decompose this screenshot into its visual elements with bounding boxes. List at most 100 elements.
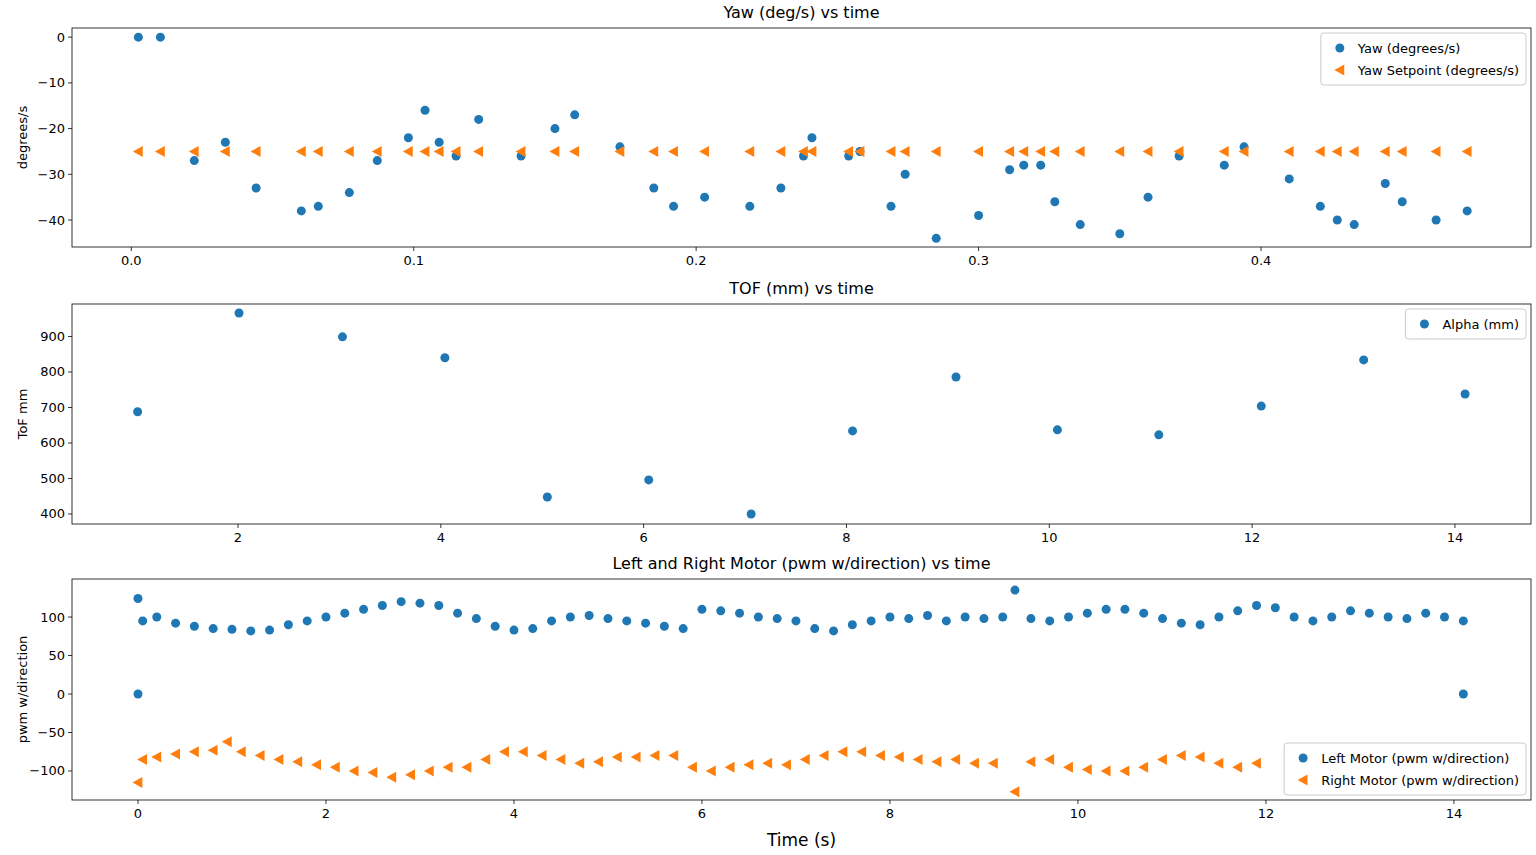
point [622,616,631,625]
point [1115,229,1124,238]
point [913,754,923,765]
x-tick [513,800,514,804]
y-axis-label: degrees/s [15,106,30,170]
point [745,202,754,211]
point [735,609,744,618]
x-tick-label: 0.2 [686,253,707,268]
point [397,597,406,606]
point [138,616,147,625]
y-tick [68,770,72,771]
y-tick [68,371,72,372]
point [1332,146,1342,157]
title: TOF (mm) vs time [728,279,873,298]
plot-area [133,309,1469,519]
point [1019,161,1028,170]
point [1333,216,1342,225]
y-tick [68,513,72,514]
x-tick [701,800,702,804]
point [303,616,312,625]
point [1365,609,1374,618]
point [472,614,481,623]
point [1139,609,1148,618]
title: Left and Right Motor (pwm w/direction) v… [612,554,990,573]
legend: Alpha (mm) [1405,309,1526,339]
point [1036,161,1045,170]
point [311,759,321,770]
point [961,613,970,622]
point [227,625,236,634]
point [220,146,230,157]
point [246,626,255,635]
point [537,750,547,761]
point [170,749,180,760]
x-tick [1265,800,1266,804]
legend-marker [1299,754,1308,763]
point [974,211,983,220]
point [744,146,754,157]
point [134,33,143,42]
y-tick [68,478,72,479]
point [1359,355,1368,364]
point [1026,614,1035,623]
point [132,777,142,788]
point [344,146,354,157]
point [697,605,706,614]
point [549,146,559,157]
point [700,193,709,202]
point [133,594,142,603]
point [421,106,430,115]
point [810,624,819,633]
y-tick [68,732,72,733]
point [403,146,413,157]
point [499,746,509,757]
point [1018,146,1028,157]
point [867,616,876,625]
x-tick-label: 6 [698,806,706,821]
point [1381,179,1390,188]
series [134,33,1472,243]
point [359,605,368,614]
point [781,759,791,770]
point [297,206,306,215]
point [776,184,785,193]
y-tick-label: 100 [40,610,65,625]
point [593,756,603,767]
point [1064,613,1073,622]
x-tick-label: 0.4 [1251,253,1272,268]
y-tick [68,128,72,129]
point [273,754,283,765]
point [1214,613,1223,622]
y-tick [68,37,72,38]
point [1025,756,1035,767]
point [988,758,998,769]
x-axis-label: Time (s) [766,830,836,850]
legend-box [1284,743,1526,795]
point [1144,193,1153,202]
point [373,156,382,165]
x-tick [131,247,132,251]
x-tick-label: 12 [1258,806,1275,821]
point [405,769,415,780]
y-tick-label: 0 [57,687,65,702]
x-tick-label: 10 [1070,806,1087,821]
y-tick-label: −100 [29,763,65,778]
frame [72,579,1531,800]
x-tick [1252,524,1253,528]
point [747,509,756,518]
plot-area [132,586,1467,798]
point [321,613,330,622]
legend-label: Yaw Setpoint (degrees/s) [1357,63,1519,78]
point [649,750,659,761]
point [1251,758,1261,769]
x-tick [1049,524,1050,528]
y-tick [68,82,72,83]
x-tick-label: 10 [1041,530,1058,545]
point [155,146,165,157]
legend-label: Alpha (mm) [1442,317,1519,332]
point [570,110,579,119]
x-tick-label: 8 [842,530,850,545]
point [1120,605,1129,614]
point [453,609,462,618]
point [516,146,526,157]
point [1045,616,1054,625]
